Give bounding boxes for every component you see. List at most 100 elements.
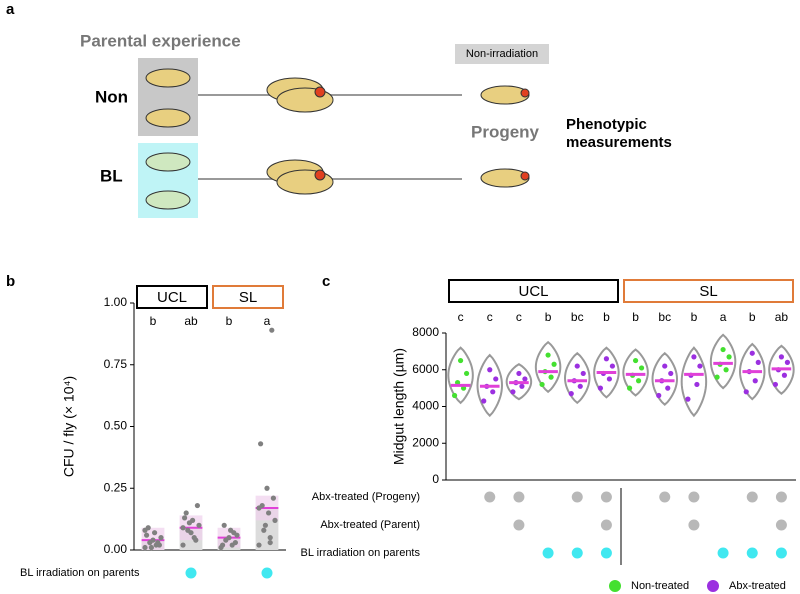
point — [548, 374, 554, 380]
letter: b — [632, 310, 639, 324]
legend-dot — [609, 580, 621, 592]
point — [267, 539, 273, 546]
y-tick-label: 0.00 — [104, 542, 128, 556]
point — [597, 385, 604, 391]
point — [487, 367, 493, 373]
point — [150, 537, 156, 543]
point — [568, 391, 574, 397]
point — [231, 530, 237, 536]
row-dot — [185, 567, 197, 579]
point — [490, 389, 496, 395]
row-dot — [688, 519, 700, 531]
violin — [709, 333, 737, 390]
point — [180, 525, 186, 531]
point — [261, 527, 267, 533]
y-tick-label: 0 — [432, 472, 439, 486]
violin — [738, 342, 766, 401]
letter: ab — [775, 310, 789, 324]
point — [221, 522, 227, 528]
point — [609, 363, 616, 369]
point — [270, 495, 276, 501]
point — [262, 522, 268, 528]
point — [539, 381, 545, 388]
flies — [145, 68, 530, 210]
panel-label: c — [322, 273, 330, 290]
point — [723, 367, 729, 373]
letter: c — [458, 310, 464, 324]
legend-label: Non-treated — [631, 580, 689, 592]
point — [781, 372, 788, 378]
point — [258, 441, 264, 447]
point — [577, 383, 583, 389]
row-dot — [775, 547, 787, 559]
point — [142, 544, 148, 551]
row-dot — [600, 519, 612, 531]
measure: measurements — [566, 134, 672, 151]
tag: Non-irradiation — [466, 48, 538, 60]
row-label: BL irradiation on parents — [301, 547, 421, 559]
y-axis-label: Midgut length (µm) — [391, 348, 407, 465]
point — [463, 370, 470, 377]
letter: ab — [184, 314, 198, 328]
y-tick-label: 1.00 — [104, 295, 128, 309]
group-label: SL — [699, 283, 717, 300]
violin — [447, 346, 474, 405]
point — [144, 532, 150, 538]
letter: c — [516, 310, 522, 324]
row-dot — [775, 491, 787, 503]
y-tick-label: 0.25 — [104, 480, 128, 494]
point — [697, 363, 703, 369]
y-axis-label: CFU / fly (× 10⁴) — [61, 376, 77, 477]
point — [158, 535, 164, 541]
point — [691, 354, 697, 360]
point — [749, 350, 755, 356]
group-label: UCL — [518, 283, 548, 300]
violin — [622, 348, 649, 397]
point — [694, 381, 700, 388]
point — [451, 392, 458, 399]
point — [516, 370, 522, 377]
point — [180, 542, 186, 548]
point — [272, 517, 278, 523]
point — [638, 365, 645, 371]
letter: a — [264, 314, 271, 328]
group-box — [212, 285, 284, 309]
row-dot — [775, 519, 787, 531]
point — [772, 381, 779, 388]
row-label: Non — [95, 87, 128, 106]
violin — [534, 340, 562, 394]
row-label: BL — [100, 166, 123, 185]
point — [194, 502, 200, 509]
row-dot — [484, 491, 496, 503]
point — [752, 378, 758, 384]
panel-label: b — [6, 273, 15, 290]
point — [668, 370, 674, 377]
point — [632, 357, 639, 364]
group-box — [448, 279, 619, 303]
point — [183, 510, 189, 516]
panel-label: a — [6, 1, 15, 18]
group-box — [623, 279, 794, 303]
y-tick-label: 0.50 — [104, 419, 128, 433]
point — [784, 359, 791, 365]
y-tick-label: 0.75 — [104, 357, 128, 371]
point — [182, 515, 188, 521]
point — [155, 539, 161, 546]
letter: b — [150, 314, 157, 328]
letter: bc — [571, 310, 584, 324]
violin — [563, 351, 591, 405]
violin — [505, 363, 533, 401]
point — [220, 542, 226, 548]
point — [481, 398, 487, 404]
point — [457, 357, 464, 364]
letter: bc — [658, 310, 671, 324]
row-dot — [717, 547, 729, 559]
point — [545, 352, 551, 358]
letter: c — [487, 310, 493, 324]
point — [662, 363, 668, 369]
legend-dot — [707, 580, 719, 592]
y-tick-label: 8000 — [412, 325, 439, 339]
point — [148, 544, 154, 551]
point — [269, 327, 275, 333]
